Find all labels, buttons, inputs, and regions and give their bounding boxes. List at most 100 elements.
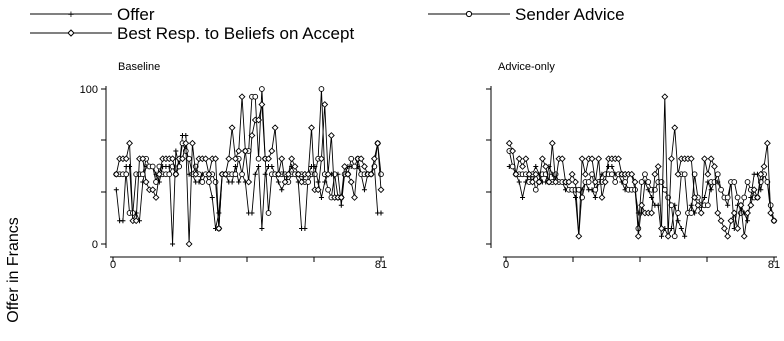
point-best-response [185, 240, 193, 248]
point-offer [170, 241, 176, 247]
point-best-response [687, 155, 695, 163]
series-diamond [505, 93, 778, 240]
point-best-response [370, 155, 378, 163]
point-offer [668, 226, 674, 231]
point-best-response [651, 170, 659, 178]
point-best-response [667, 155, 675, 163]
point-offer [262, 171, 268, 177]
point-best-response [281, 178, 289, 186]
point-best-response [704, 170, 712, 178]
point-best-response [701, 155, 708, 163]
point-best-response [314, 186, 322, 194]
point-sender-advice [612, 179, 619, 185]
point-sender-advice [351, 163, 358, 170]
point-offer [183, 133, 189, 138]
point-sender-advice [658, 179, 665, 185]
point-best-response [591, 178, 599, 186]
point-best-response [284, 170, 292, 178]
point-best-response [664, 232, 672, 240]
point-offer [520, 195, 526, 200]
point-best-response [509, 147, 517, 155]
point-offer [252, 171, 258, 177]
point-best-response [767, 209, 775, 217]
point-best-response [142, 178, 150, 186]
point-best-response [152, 194, 160, 201]
point-sender-advice [609, 171, 615, 178]
point-sender-advice [232, 171, 239, 178]
point-best-response [770, 217, 778, 225]
point-offer [682, 233, 688, 239]
point-sender-advice [731, 179, 738, 185]
point-best-response [727, 217, 735, 225]
point-best-response [202, 155, 210, 163]
point-best-response [565, 178, 573, 186]
point-sender-advice [718, 186, 724, 193]
point-sender-advice [252, 93, 259, 100]
point-best-response [132, 217, 140, 225]
point-best-response [754, 194, 761, 201]
point-best-response [519, 163, 526, 170]
point-sender-advice [638, 179, 645, 185]
point-best-response [568, 170, 576, 178]
point-best-response [179, 155, 186, 163]
panel-advice-only: Advice-only 0 81 [486, 61, 780, 271]
point-sender-advice [348, 155, 355, 162]
point-offer [259, 226, 265, 231]
point-best-response [188, 139, 196, 147]
point-best-response [341, 163, 349, 170]
point-best-response [631, 178, 639, 186]
panel-title: Advice-only [498, 61, 555, 73]
point-offer [533, 164, 539, 169]
point-best-response [149, 186, 157, 194]
point-best-response [192, 170, 200, 178]
point-offer [516, 179, 522, 185]
point-best-response [367, 170, 375, 178]
point-best-response [122, 155, 130, 163]
point-best-response [658, 225, 665, 232]
point-best-response [215, 225, 223, 232]
point-best-response [615, 155, 622, 163]
point-offer [173, 148, 179, 154]
point-best-response [228, 124, 236, 132]
point-sender-advice [206, 179, 212, 185]
point-sender-advice [645, 179, 652, 185]
point-best-response [265, 155, 272, 163]
point-offer [236, 179, 242, 185]
point-offer [688, 202, 694, 208]
point-best-response [271, 124, 279, 132]
point-best-response [737, 201, 745, 209]
point-sender-advice [318, 86, 325, 92]
point-best-response [235, 147, 243, 155]
point-best-response [717, 217, 725, 225]
point-sender-advice [744, 179, 751, 185]
point-offer [378, 210, 384, 216]
point-best-response [225, 155, 233, 163]
y-tick-label: 100 [80, 84, 98, 96]
point-best-response [638, 201, 646, 209]
point-best-response [324, 170, 332, 178]
point-best-response [308, 124, 315, 132]
point-best-response [357, 155, 365, 163]
point-best-response [601, 178, 609, 186]
point-sender-advice [622, 179, 628, 185]
point-sender-advice [259, 86, 265, 92]
point-best-response [374, 139, 382, 147]
point-best-response [222, 170, 229, 178]
point-best-response [327, 132, 335, 139]
point-best-response [545, 178, 553, 186]
point-best-response [126, 139, 133, 147]
point-sender-advice [675, 210, 681, 216]
point-best-response [169, 155, 176, 163]
point-sender-advice [378, 171, 384, 178]
y-axis-label: Offer in Francs [5, 217, 22, 323]
point-best-response [538, 155, 546, 163]
point-best-response [694, 201, 702, 209]
point-best-response [241, 147, 249, 155]
point-best-response [572, 178, 579, 186]
point-sender-advice [325, 186, 331, 193]
point-best-response [182, 139, 190, 147]
point-best-response [515, 155, 523, 163]
point-best-response [268, 147, 276, 155]
point-best-response [238, 93, 246, 101]
